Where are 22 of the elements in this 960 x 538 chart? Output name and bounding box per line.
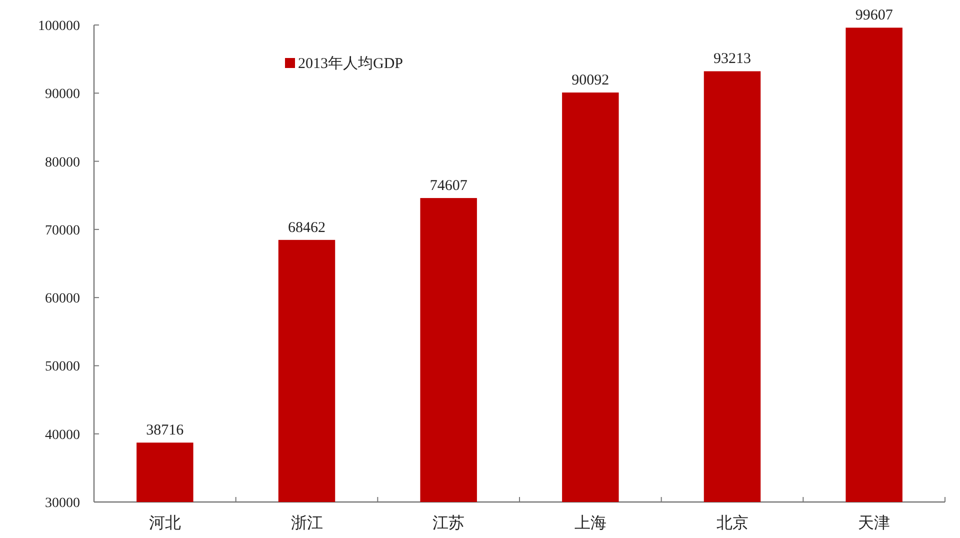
data-label: 90092 bbox=[572, 72, 610, 89]
y-tick-label: 40000 bbox=[45, 428, 80, 443]
x-tick-label: 天津 bbox=[858, 514, 890, 532]
data-label: 74607 bbox=[430, 178, 468, 194]
y-tick-label: 50000 bbox=[45, 360, 80, 375]
x-tick-label: 浙江 bbox=[290, 514, 323, 532]
legend-label: 2013年人均GDP bbox=[298, 55, 404, 72]
data-label: 68462 bbox=[288, 220, 326, 236]
data-label: 99607 bbox=[855, 8, 894, 24]
y-tick-label: 30000 bbox=[45, 496, 80, 511]
y-tick-label: 90000 bbox=[45, 87, 80, 102]
x-tick-label: 北京 bbox=[716, 514, 748, 532]
legend: 2013年人均GDP bbox=[285, 56, 404, 72]
y-tick-label: 60000 bbox=[45, 292, 80, 307]
y-tick-label: 100000 bbox=[38, 19, 80, 34]
y-tick-label: 70000 bbox=[45, 223, 80, 238]
data-label: 93213 bbox=[714, 51, 751, 68]
x-tick-label: 上海 bbox=[574, 514, 606, 532]
x-tick-label: 河北 bbox=[148, 514, 181, 532]
y-tick-label: 80000 bbox=[45, 155, 80, 170]
x-tick-label: 江苏 bbox=[432, 514, 465, 532]
data-label: 38716 bbox=[146, 422, 184, 439]
